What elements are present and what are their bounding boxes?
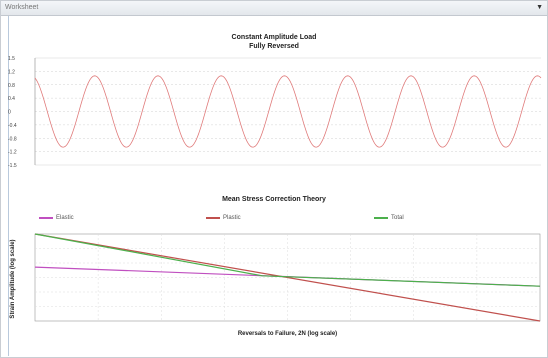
load-chart: 1.5 1.2 0.8 0.4 0 -0.4 -0.8 -1.2 -1.5 bbox=[8, 56, 542, 169]
legend-plastic-swatch bbox=[206, 217, 220, 219]
chart1-subtitle: Fully Reversed bbox=[249, 43, 299, 50]
legend-plastic: Plastic bbox=[206, 214, 241, 222]
chart1-ytick-label: -1.2 bbox=[8, 150, 17, 156]
chart1-ytick-label: 1.5 bbox=[8, 56, 15, 62]
chart2-xlabel: Reversals to Failure, 2N (log scale) bbox=[237, 331, 338, 337]
legend-plastic-label: Plastic bbox=[223, 215, 241, 221]
chart1-title: Constant Amplitude Load bbox=[231, 34, 317, 41]
mean-stress-chart bbox=[34, 233, 541, 322]
chart1-sine-series bbox=[34, 75, 542, 148]
chart2-ylabel: Strain Amplitude (log scale) bbox=[10, 239, 16, 319]
title-bar: Worksheet ▼ bbox=[1, 1, 547, 16]
legend-elastic-swatch bbox=[39, 217, 53, 219]
window-title: Worksheet bbox=[5, 4, 39, 11]
chart2-title: Mean Stress Correction Theory bbox=[222, 196, 326, 203]
chart1-ytick-label: 0.8 bbox=[8, 83, 15, 89]
chart1-ytick-label: 0 bbox=[8, 110, 11, 116]
chart1-ytick-label: -0.4 bbox=[8, 123, 17, 129]
chart2-series-total bbox=[34, 233, 541, 287]
chart1-ytick-label: 1.2 bbox=[8, 69, 15, 75]
legend-total-swatch bbox=[374, 217, 388, 219]
chevron-down-icon[interactable]: ▼ bbox=[536, 4, 543, 11]
chart1-ytick-label: -1.5 bbox=[8, 163, 17, 169]
chart2-series-plastic bbox=[34, 233, 541, 322]
chart1-ytick-label: -0.8 bbox=[8, 136, 17, 142]
left-edge-divider bbox=[8, 16, 9, 356]
legend-elastic: Elastic bbox=[39, 214, 74, 222]
chart1-ytick-label: 0.4 bbox=[8, 96, 15, 102]
legend-total: Total bbox=[374, 214, 404, 222]
legend-total-label: Total bbox=[391, 215, 404, 221]
legend-elastic-label: Elastic bbox=[56, 215, 74, 221]
